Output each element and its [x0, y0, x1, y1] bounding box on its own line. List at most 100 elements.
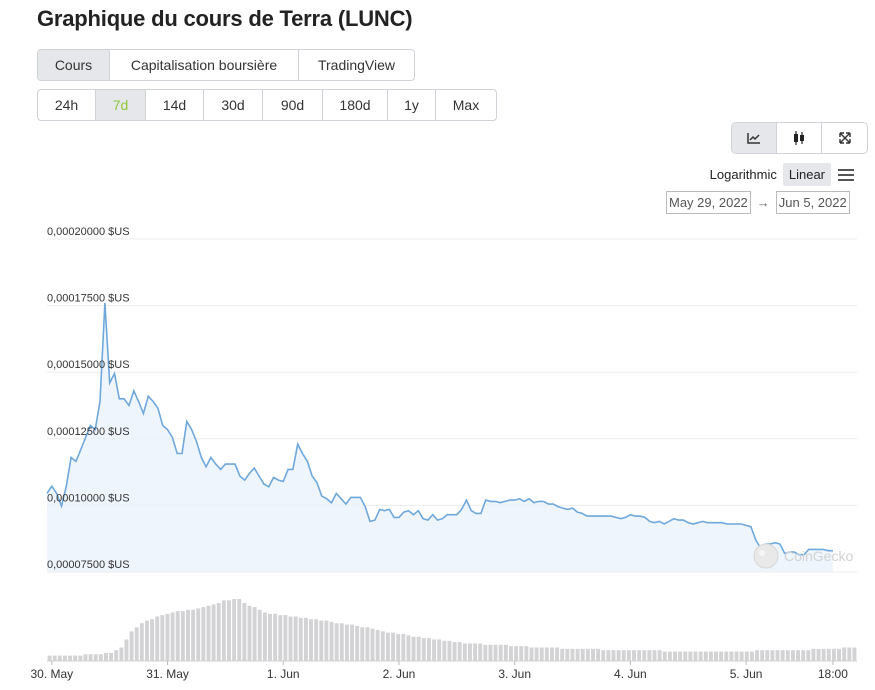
volume-bar: [785, 650, 790, 661]
volume-bar: [514, 646, 519, 661]
volume-bar: [293, 616, 298, 661]
volume-bar: [442, 640, 447, 661]
volume-bar: [503, 644, 508, 661]
scale-toggle: Logarithmic Linear: [704, 163, 857, 186]
volume-bar: [109, 652, 114, 661]
volume-bar: [411, 636, 416, 661]
volume-bar: [432, 639, 437, 661]
hamburger-menu-icon: [838, 168, 854, 181]
y-tick-label: 0,00007500 $US: [47, 559, 130, 571]
range-14d[interactable]: 14d: [146, 90, 204, 120]
volume-bar: [478, 643, 483, 661]
volume-bar: [221, 600, 226, 661]
volume-bar: [796, 650, 801, 661]
volume-bar: [483, 644, 488, 661]
date-to-input[interactable]: Jun 5, 2022: [775, 191, 850, 214]
volume-bar: [626, 650, 631, 661]
volume-bar: [416, 636, 421, 661]
volume-bar: [821, 648, 826, 661]
volume-bar: [375, 630, 380, 661]
candlestick-view-button[interactable]: [777, 123, 822, 153]
range-7d[interactable]: 7d: [96, 90, 146, 120]
volume-bar: [591, 648, 595, 661]
y-tick-label: 0,00017500 $US: [47, 293, 130, 305]
coingecko-watermark: CoinGecko: [753, 543, 853, 569]
tab-cours[interactable]: Cours: [38, 50, 110, 80]
volume-bar: [719, 651, 724, 661]
volume-bar: [452, 642, 457, 661]
volume-bar: [196, 608, 201, 661]
fullscreen-button[interactable]: [822, 123, 867, 153]
volume-bar: [708, 651, 713, 661]
volume-bar: [575, 648, 580, 661]
volume-bar: [806, 650, 811, 661]
linear-option[interactable]: Linear: [782, 163, 831, 186]
volume-bar: [406, 635, 411, 661]
volume-bar: [534, 647, 539, 661]
volume-bar: [816, 648, 821, 661]
volume-bar: [467, 643, 472, 661]
volume-bar: [186, 609, 190, 661]
volume-bar: [437, 639, 442, 661]
volume-bar: [544, 647, 549, 661]
x-tick-label: 18:00: [818, 667, 848, 681]
range-30d[interactable]: 30d: [204, 90, 263, 120]
volume-bar: [847, 647, 852, 661]
volume-bar: [227, 600, 231, 661]
volume-bar: [339, 623, 344, 661]
volume-bar: [837, 648, 842, 661]
range-1y[interactable]: 1y: [388, 90, 436, 120]
volume-bar: [278, 615, 283, 661]
volume-bar: [211, 604, 216, 661]
tab-capitalisation[interactable]: Capitalisation boursière: [110, 50, 299, 80]
volume-bar: [488, 644, 493, 661]
logarithmic-option[interactable]: Logarithmic: [709, 167, 777, 182]
line-view-button[interactable]: [732, 123, 777, 153]
volume-bar: [703, 651, 708, 661]
volume-bar: [329, 621, 334, 661]
volume-bar: [683, 651, 688, 661]
volume-bar: [370, 628, 375, 661]
volume-bar: [98, 654, 103, 661]
volume-bar: [242, 603, 247, 661]
x-tick-label: 30. May: [30, 667, 73, 681]
volume-bar: [180, 611, 185, 661]
range-180d[interactable]: 180d: [323, 90, 388, 120]
volume-bar: [360, 627, 365, 661]
range-max[interactable]: Max: [452, 97, 480, 113]
chart-view-tabs: [731, 122, 868, 154]
volume-bar: [283, 615, 288, 661]
volume-bar: [57, 655, 62, 661]
volume-bar: [447, 640, 452, 661]
volume-bar: [309, 619, 313, 661]
range-90d[interactable]: 90d: [263, 90, 323, 120]
date-from-input[interactable]: May 29, 2022: [666, 191, 751, 214]
main-tabs: Cours Capitalisation boursière TradingVi…: [37, 49, 415, 81]
volume-bar: [355, 625, 360, 661]
volume-bar: [93, 654, 98, 661]
volume-bar: [585, 648, 590, 661]
chart-menu-button[interactable]: [835, 164, 857, 186]
x-axis-labels: 30. May 31. May 1. Jun 2. Jun 3. Jun 4. Jun 5.…: [30, 661, 848, 681]
volume-bar: [667, 651, 672, 661]
volume-bar: [596, 648, 601, 661]
y-axis-labels: 0,00007500 $US 0,00010000 $US 0,00012500 $…: [47, 226, 130, 571]
volume-bar: [385, 632, 390, 661]
volume-bar: [498, 644, 503, 661]
volume-bar: [344, 624, 349, 661]
volume-bar: [114, 650, 119, 661]
watermark-text: CoinGecko: [784, 548, 853, 564]
tab-tradingview[interactable]: TradingView: [317, 57, 396, 73]
volume-bar: [160, 615, 165, 661]
volume-bar: [462, 643, 467, 661]
range-24h[interactable]: 24h: [38, 90, 96, 120]
y-tick-label: 0,00020000 $US: [47, 226, 130, 238]
y-tick-label: 0,00015000 $US: [47, 359, 130, 371]
price-line: [46, 302, 833, 556]
date-range-picker: May 29, 2022 → Jun 5, 2022: [666, 191, 850, 214]
volume-bar: [601, 650, 606, 661]
volume-bar: [642, 650, 647, 661]
volume-bar: [801, 650, 806, 661]
volume-bar: [165, 613, 170, 661]
volume-bar: [560, 648, 565, 661]
